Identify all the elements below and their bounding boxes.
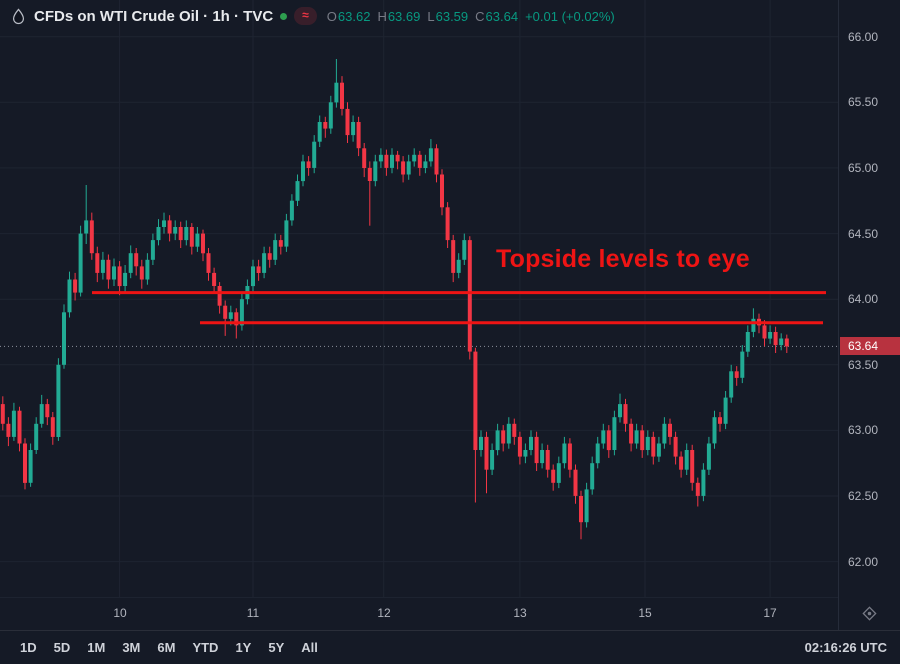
chart-header: CFDs on WTI Crude Oil · 1h · TVC ≈ O 63.… (10, 7, 615, 25)
time-axis-label: 15 (638, 606, 652, 620)
price-axis-label: 63.00 (848, 423, 879, 437)
price-axis-label: 63.50 (848, 358, 879, 372)
last-price-badge: 63.64 (840, 337, 900, 355)
price-axis-label: 65.00 (848, 161, 879, 175)
time-axis-label: 11 (246, 606, 260, 620)
price-axis-label: 65.50 (848, 95, 879, 109)
clock[interactable]: 02:16:26 UTC (804, 640, 887, 655)
range-button-6m[interactable]: 6M (157, 640, 176, 655)
price-axis-label: 64.50 (848, 227, 879, 241)
eye-icon[interactable] (853, 602, 885, 624)
range-button-1d[interactable]: 1D (20, 640, 37, 655)
delayed-data-badge[interactable]: ≈ (294, 7, 317, 25)
oil-drop-icon (10, 7, 27, 25)
time-axis-label: 17 (763, 606, 777, 620)
open-label: O (326, 8, 337, 24)
open-value: 63.62 (337, 8, 371, 24)
range-button-ytd[interactable]: YTD (192, 640, 219, 655)
high-readout: H 63.69 (377, 9, 420, 24)
close-label: C (475, 8, 485, 24)
open-readout: O 63.62 (327, 9, 371, 24)
candlestick-chart (0, 0, 838, 597)
high-label: H (377, 8, 387, 24)
ohlc-readout: O 63.62 H 63.69 L 63.59 C 63.64 +0.01 (+… (327, 9, 615, 24)
range-button-1y[interactable]: 1Y (235, 640, 252, 655)
range-button-3m[interactable]: 3M (122, 640, 141, 655)
time-axis-label: 13 (513, 606, 527, 620)
close-value: 63.64 (485, 8, 519, 24)
price-axis-label: 66.00 (848, 30, 879, 44)
range-button-1m[interactable]: 1M (87, 640, 106, 655)
price-axis-label: 64.00 (848, 292, 879, 306)
date-range-buttons: 1D 5D 1M 3M 6M YTD 1Y 5Y All (13, 637, 325, 658)
time-axis-label: 12 (377, 606, 391, 620)
high-value: 63.69 (387, 8, 421, 24)
range-button-all[interactable]: All (301, 640, 318, 655)
time-axis[interactable]: 10 11 12 13 15 17 (0, 597, 838, 631)
change-value: +0.01 (+0.02%) (525, 8, 615, 24)
time-axis-label: 10 (113, 606, 127, 620)
chart-annotation-text[interactable]: Topside levels to eye (496, 245, 750, 273)
low-value: 63.59 (435, 8, 469, 24)
close-readout: C 63.64 (475, 9, 518, 24)
bottom-toolbar: 1D 5D 1M 3M 6M YTD 1Y 5Y All 02:16:26 UTC (0, 630, 900, 664)
price-axis-label: 62.50 (848, 489, 879, 503)
market-status-icon (280, 12, 288, 20)
chart-plot-area[interactable]: Topside levels to eye (0, 0, 838, 597)
range-button-5d[interactable]: 5D (53, 640, 71, 655)
price-axis-label: 62.00 (848, 555, 879, 569)
symbol-title[interactable]: CFDs on WTI Crude Oil · 1h · TVC (34, 7, 274, 25)
low-readout: L 63.59 (427, 9, 468, 24)
price-axis[interactable]: 63.64 66.00 65.50 65.00 64.50 64.00 63.50 63.0… (838, 0, 900, 630)
low-label: L (427, 8, 435, 24)
range-button-5y[interactable]: 5Y (268, 640, 285, 655)
